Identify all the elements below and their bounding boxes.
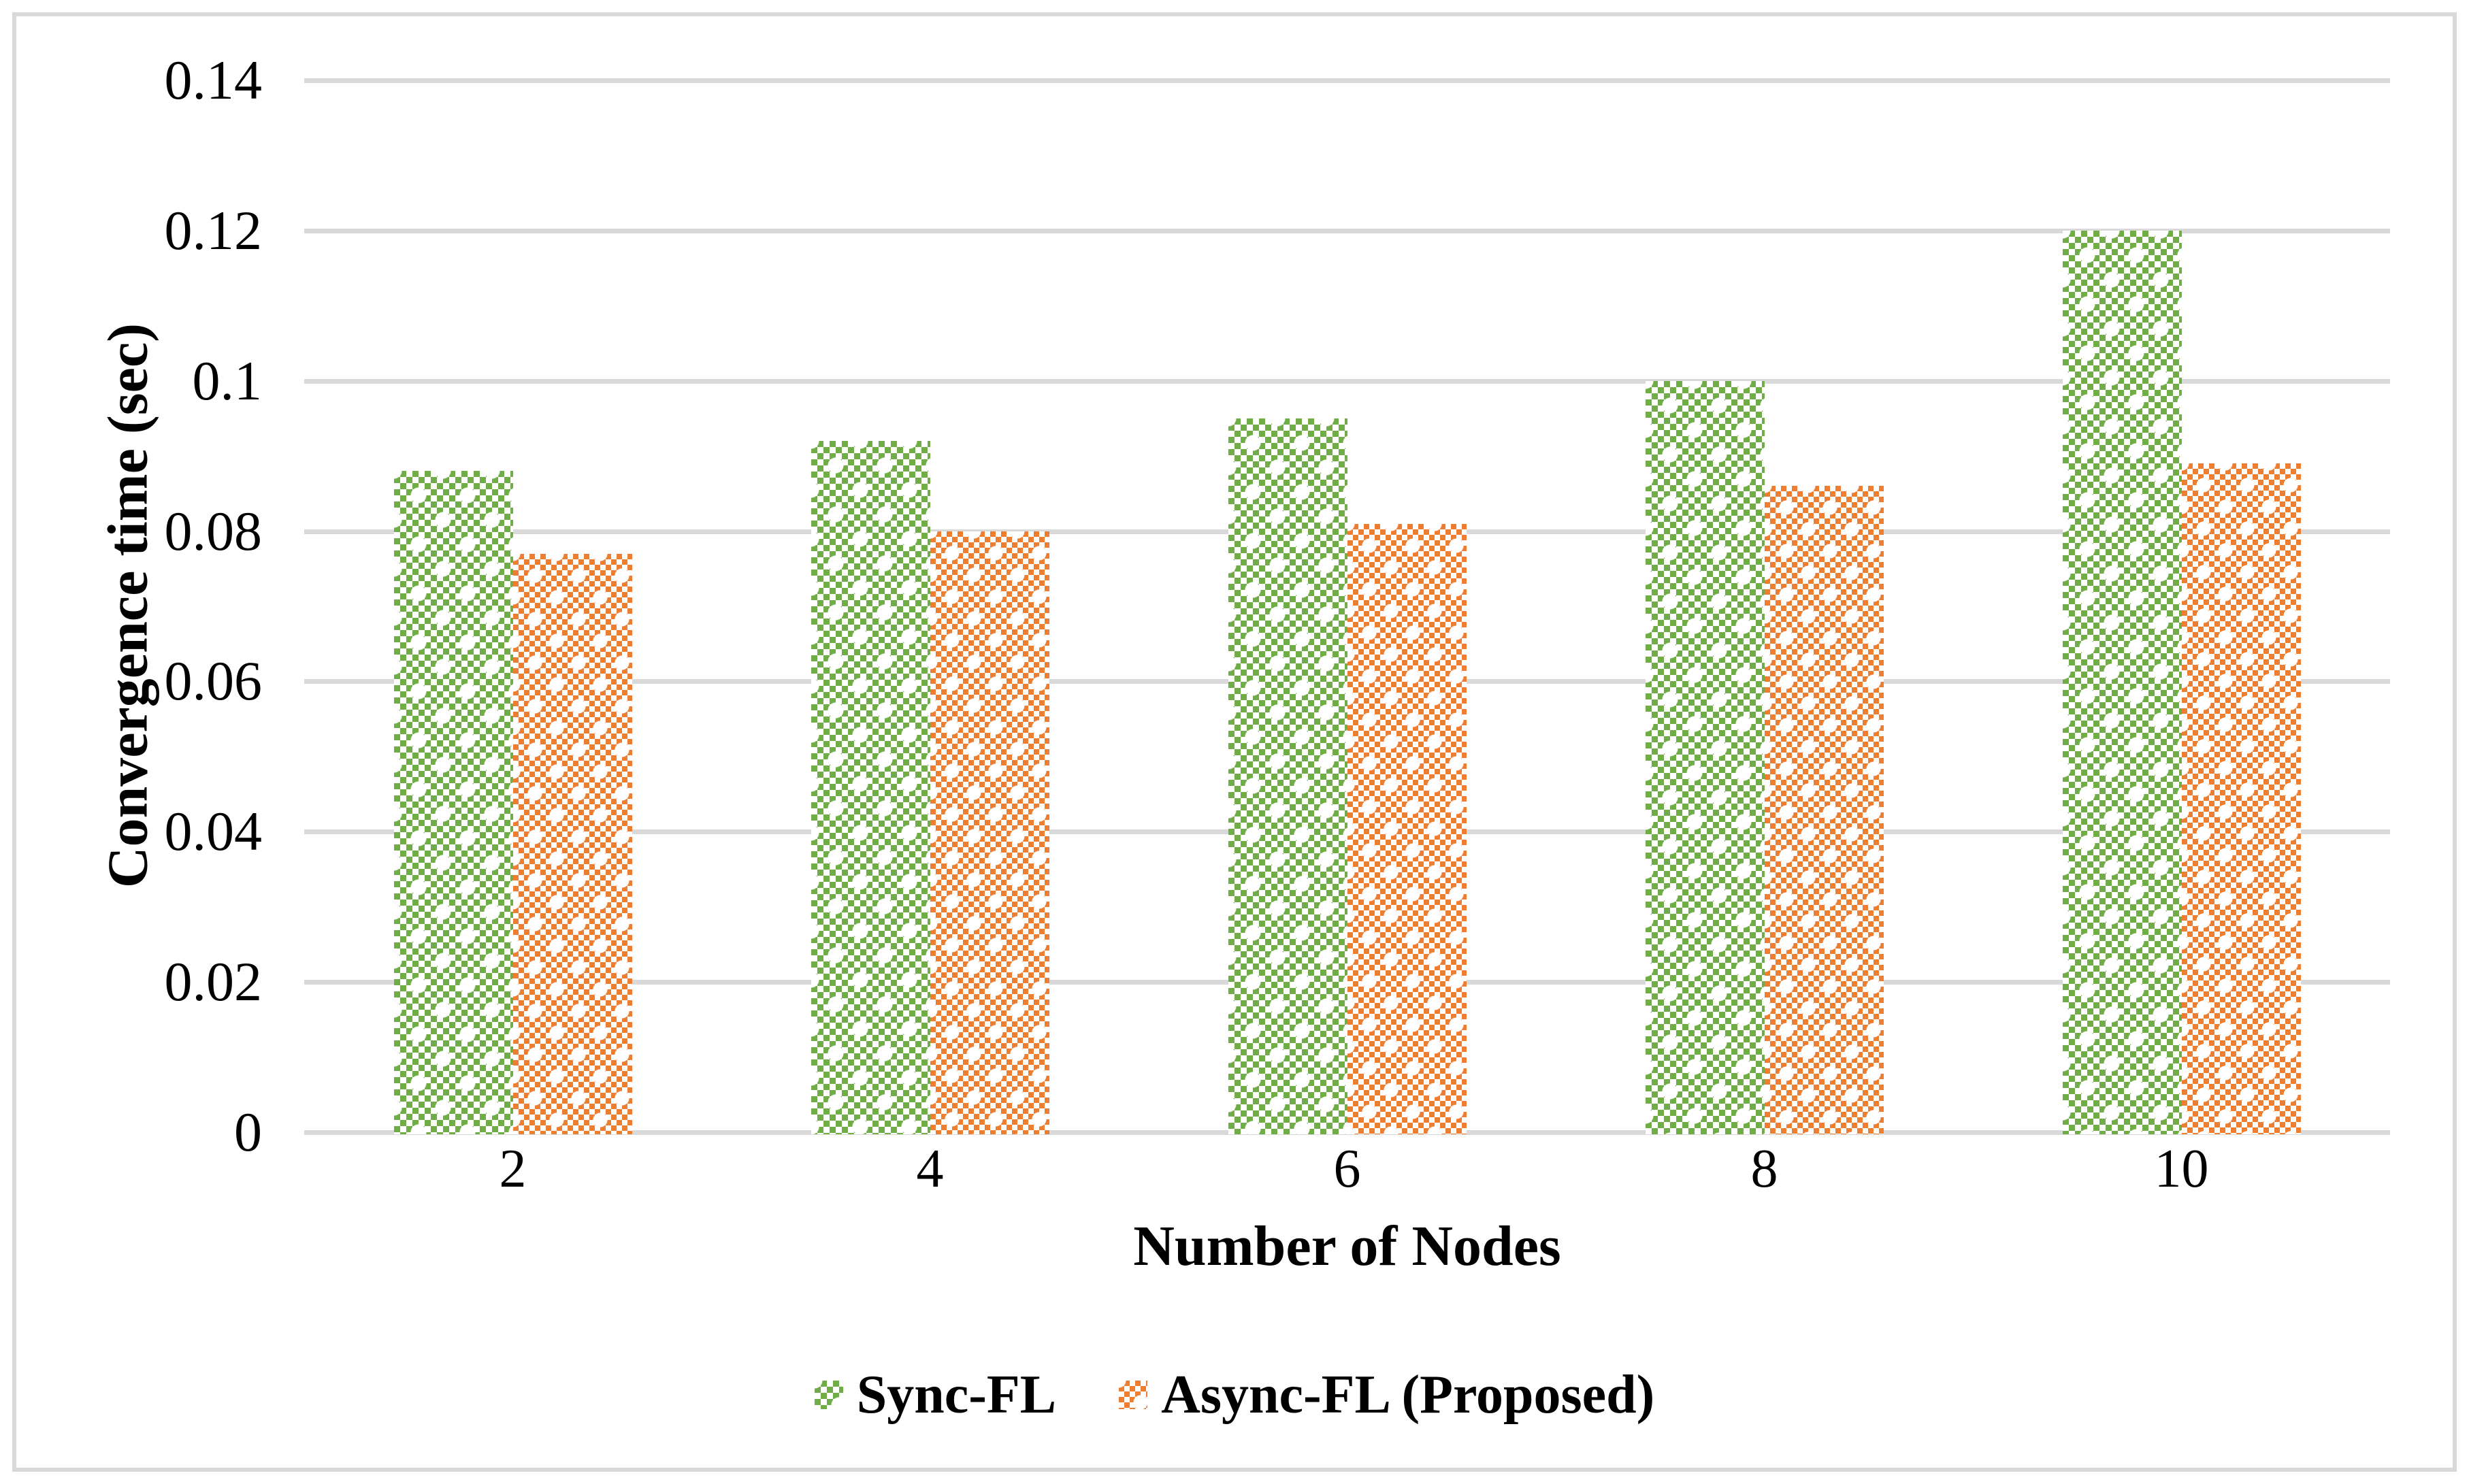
bar-async-fl-proposed-nodes-10 <box>2181 463 2301 1134</box>
bar-sync-fl-nodes-6 <box>1228 418 1347 1134</box>
plot-area <box>304 78 2390 1135</box>
y-tick-label: 0 <box>234 1101 262 1163</box>
legend-swatch-sync-fl <box>814 1381 843 1409</box>
gridline <box>304 228 2390 233</box>
x-tick-label: 8 <box>1750 1139 1778 1199</box>
x-tick-label: 6 <box>1333 1139 1361 1199</box>
x-tick-label: 2 <box>499 1139 527 1199</box>
y-tick-label: 0.06 <box>164 650 263 712</box>
x-tick-label: 10 <box>2154 1139 2209 1199</box>
y-tick-label: 0.1 <box>192 349 263 412</box>
bar-sync-fl-nodes-10 <box>2062 230 2182 1134</box>
bar-sync-fl-nodes-4 <box>811 441 930 1134</box>
gridline <box>304 378 2390 384</box>
y-tick-label: 0.14 <box>164 49 263 111</box>
x-tick-label: 4 <box>916 1139 944 1199</box>
bar-async-fl-proposed-nodes-6 <box>1347 523 1467 1134</box>
bar-async-fl-proposed-nodes-2 <box>512 553 632 1134</box>
legend-label-async-fl-proposed: Async-FL (Proposed) <box>1161 1365 1655 1425</box>
bar-async-fl-proposed-nodes-4 <box>930 531 1049 1134</box>
legend-item-async-fl-proposed: Async-FL (Proposed) <box>1119 1368 1654 1422</box>
bar-async-fl-proposed-nodes-8 <box>1764 486 1884 1134</box>
bar-sync-fl-nodes-2 <box>393 471 513 1134</box>
legend-item-sync-fl: Sync-FL <box>814 1365 1057 1425</box>
y-tick-label: 0.04 <box>164 800 263 863</box>
legend-swatch-async-fl-proposed <box>1119 1381 1148 1409</box>
y-tick-label: 0.02 <box>164 951 263 1013</box>
y-tick-label: 0.12 <box>164 199 263 261</box>
bar-sync-fl-nodes-8 <box>1645 380 1765 1134</box>
gridline <box>304 78 2390 83</box>
legend: Sync-FL Async-FL (Proposed) <box>0 1368 2469 1422</box>
y-tick-label: 0.08 <box>164 499 263 562</box>
x-axis-title: Number of Nodes <box>1133 1215 1561 1278</box>
legend-label-sync-fl: Sync-FL <box>856 1365 1057 1425</box>
